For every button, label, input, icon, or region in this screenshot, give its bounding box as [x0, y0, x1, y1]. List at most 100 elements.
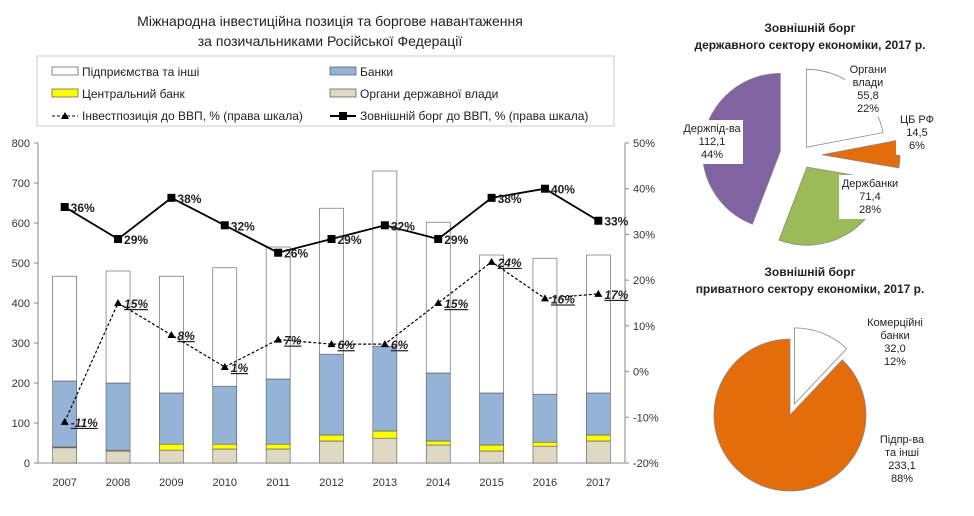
- bar-segment: [372, 345, 398, 432]
- bar-segment: [212, 443, 238, 450]
- bar-segment: [425, 221, 451, 374]
- y2-tick-label: -10%: [633, 412, 659, 424]
- data-point: [487, 257, 496, 265]
- data-point: [380, 221, 389, 230]
- x-tick-label: 2007: [52, 477, 76, 489]
- bar-segment: [319, 207, 344, 355]
- bar-segment: [265, 246, 291, 380]
- data-point: [540, 294, 549, 302]
- data-label: 32%: [391, 219, 415, 233]
- data-label: 40%: [551, 183, 575, 197]
- y2-tick-label: 10%: [633, 321, 655, 333]
- data-label: 7%: [284, 334, 302, 348]
- bar-segment: [52, 447, 77, 464]
- data-label: 38%: [177, 192, 201, 206]
- y-tick-label: 0: [24, 458, 30, 470]
- legend-label: Банки: [360, 65, 393, 79]
- data-point: [487, 193, 496, 202]
- legend-label: Органи державної влади: [360, 87, 498, 101]
- pie-title: Зовнішній борг: [764, 265, 855, 279]
- pie-label-pct: 22%: [857, 103, 879, 115]
- data-point: [594, 216, 603, 225]
- pie-label-value: 112,1: [699, 136, 726, 148]
- bar-segment: [532, 441, 558, 447]
- bar-segment: [479, 254, 504, 394]
- data-point: [167, 193, 176, 202]
- pie-label-box: [878, 431, 926, 489]
- data-point: [327, 235, 336, 243]
- x-tick-label: 2015: [479, 477, 503, 489]
- legend-label: Підприємства та інші: [82, 65, 199, 79]
- bar-segment: [159, 392, 184, 445]
- data-label: 6%: [391, 338, 409, 352]
- bar-segment: [586, 254, 611, 394]
- pie-slice: [794, 327, 848, 405]
- bar-segment: [212, 448, 238, 464]
- y2-tick-label: 20%: [633, 275, 655, 287]
- data-label: 36%: [71, 201, 95, 215]
- data-point: [594, 289, 603, 297]
- pie-label-name: ЦБ РФ: [900, 114, 934, 126]
- bar-segment: [105, 270, 131, 384]
- pie-label-pct: 88%: [891, 473, 913, 485]
- bar-segment: [265, 443, 291, 450]
- pie-slice: [821, 139, 901, 169]
- data-label: 32%: [231, 219, 255, 233]
- chart-title: Міжнародна інвестиційна позиція та борго…: [137, 13, 523, 29]
- bar-segment: [159, 275, 184, 394]
- data-point: [60, 417, 69, 425]
- pie-label-pct: 44%: [701, 149, 723, 161]
- y-tick-label: 400: [12, 298, 30, 310]
- bar-segment: [52, 380, 77, 448]
- data-point: [434, 235, 443, 243]
- bar-segment: [586, 434, 611, 442]
- pie-title: приватного сектору економіки, 2017 р.: [696, 282, 925, 296]
- pie-title: Зовнішній борг: [764, 21, 855, 35]
- pie-label-name: Комерційні банки: [867, 317, 923, 342]
- bar-segment: [532, 393, 558, 443]
- data-label: 38%: [498, 192, 522, 206]
- bar-segment: [425, 440, 451, 446]
- x-tick-label: 2017: [586, 477, 610, 489]
- legend-swatch: [51, 88, 79, 98]
- pie-title: державного сектору економіки, 2017 р.: [694, 38, 925, 52]
- bar-segment: [425, 372, 451, 442]
- bar-segment: [372, 430, 398, 439]
- data-point: [434, 299, 443, 306]
- pie-label-value: 233,1: [888, 460, 916, 472]
- data-point: [380, 340, 389, 348]
- legend-box: [36, 55, 615, 127]
- bar-segment: [105, 450, 131, 464]
- legend-label: Інвестпозиція до ВВП, % (права шкала): [82, 109, 303, 123]
- bar-segment: [52, 275, 77, 382]
- legend-triangle-marker: [61, 112, 69, 119]
- data-point: [114, 235, 123, 243]
- y-tick-label: 800: [12, 138, 30, 150]
- pie-label-value: 71,4: [859, 191, 880, 203]
- pie-slice: [713, 338, 867, 492]
- series-line: [64, 261, 599, 423]
- data-point: [220, 221, 229, 230]
- data-label: 8%: [177, 329, 195, 343]
- bar-segment: [319, 434, 344, 442]
- y-tick-label: 700: [12, 178, 30, 190]
- data-label: 24%: [497, 256, 522, 270]
- legend-label: Зовнішній борг до ВВП, % (права шкала): [360, 109, 588, 123]
- y2-tick-label: 40%: [633, 184, 655, 196]
- data-label: 6%: [338, 338, 356, 352]
- data-label: 15%: [444, 297, 468, 311]
- data-point: [327, 340, 336, 348]
- bar-segment: [479, 392, 504, 446]
- pie-label-box: [896, 111, 938, 155]
- bar-segment: [372, 170, 398, 347]
- data-label: 29%: [124, 233, 148, 247]
- data-point: [167, 331, 176, 338]
- data-label: 29%: [444, 233, 468, 247]
- pie-label-name: Підпр-ва та інші: [880, 434, 925, 459]
- y2-tick-label: -20%: [633, 458, 659, 470]
- data-label: 26%: [284, 247, 308, 261]
- bar-segment: [532, 445, 558, 464]
- x-tick-label: 2013: [373, 477, 397, 489]
- data-point: [540, 184, 549, 193]
